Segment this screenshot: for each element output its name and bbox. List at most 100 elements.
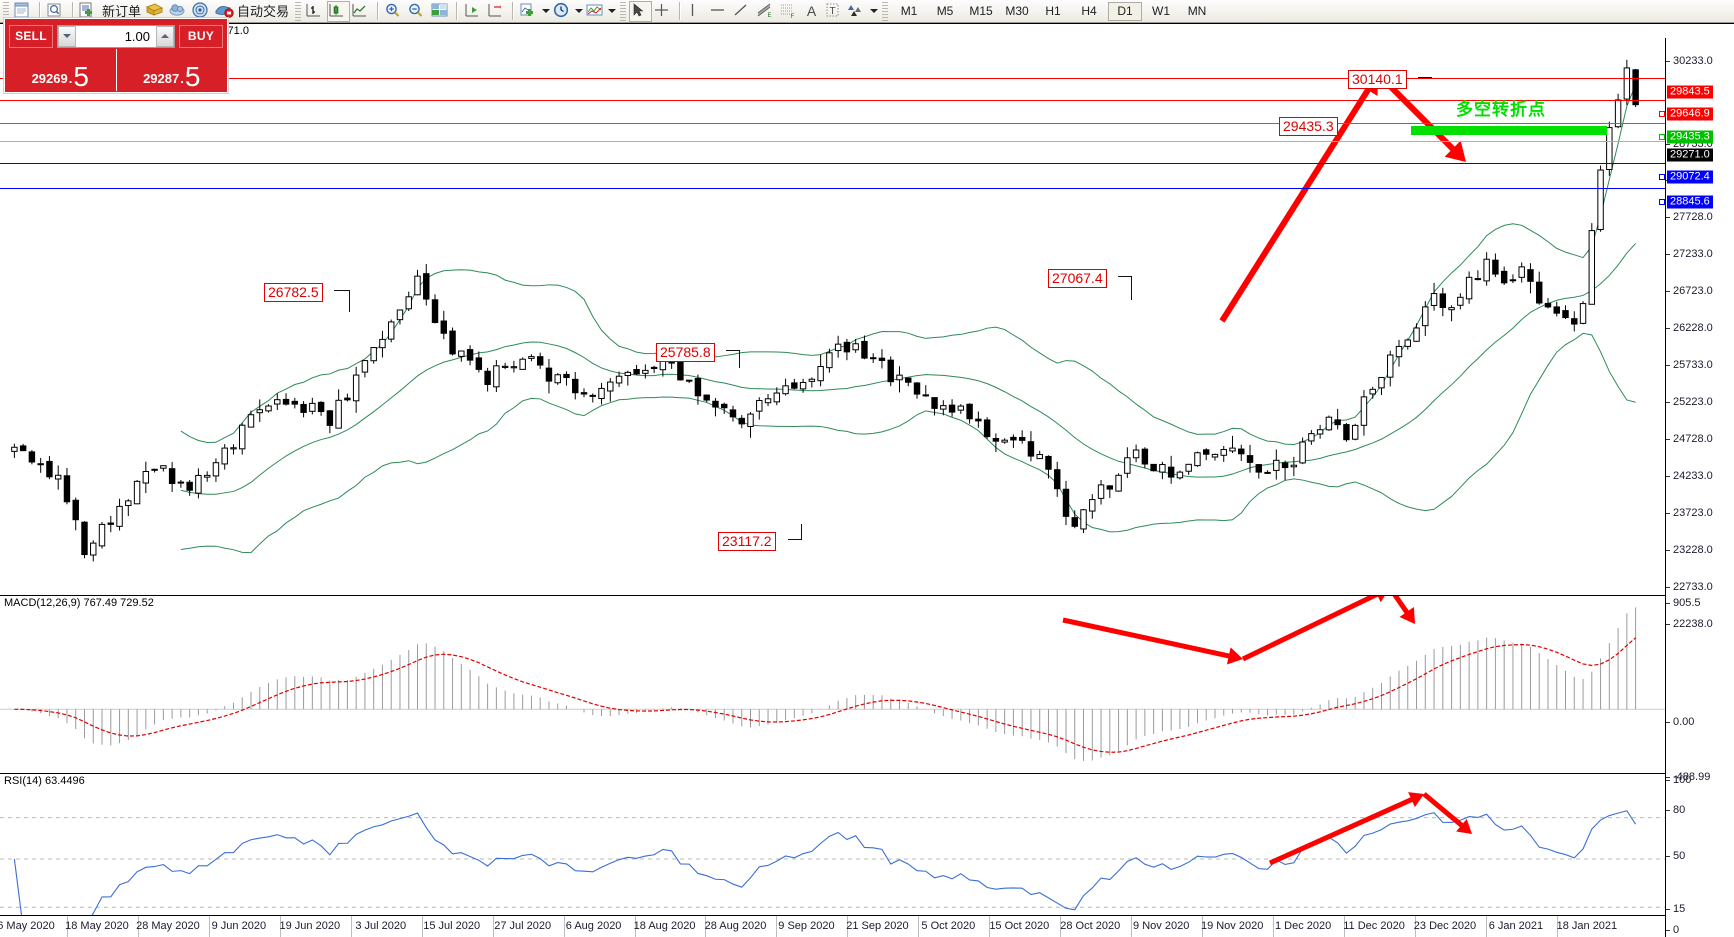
fibonacci-icon[interactable]: F	[777, 1, 800, 22]
one-click-trading-panel[interactable]: SELL 1.00 BUY 29269 . 5 29287 . 5	[4, 18, 228, 93]
candle-body	[1290, 464, 1298, 468]
price-annotation-25785[interactable]: 25785.8	[656, 343, 715, 362]
periods-clock-icon[interactable]	[551, 1, 574, 22]
line-chart-icon[interactable]	[350, 1, 373, 22]
indicators-icon[interactable]	[518, 1, 541, 22]
timeframe-m15[interactable]: M15	[969, 4, 993, 18]
toolbar-grip[interactable]	[295, 1, 302, 21]
price-scale[interactable]: 30233.028733.028223.027728.027233.026723…	[1659, 38, 1734, 937]
macd-divergence-arrow-down-head	[1226, 647, 1243, 665]
autotrading-icon[interactable]	[213, 1, 236, 22]
trendline-icon[interactable]	[731, 1, 754, 22]
level-line-28845[interactable]	[0, 188, 1665, 189]
level-drag-handle[interactable]	[1659, 111, 1665, 117]
price-level-badge[interactable]: 28845.6	[1667, 195, 1713, 209]
green-highlight-bar[interactable]	[1411, 126, 1607, 135]
auto-scroll-icon[interactable]	[485, 1, 508, 22]
level-line-29435[interactable]	[0, 123, 1665, 124]
candle-body	[756, 400, 763, 412]
templates-icon[interactable]	[584, 1, 607, 22]
candle-body	[1439, 293, 1447, 308]
buy-price[interactable]: 29287 . 5	[117, 49, 228, 91]
timeframe-m30[interactable]: M30	[1005, 4, 1029, 18]
autotrading-button[interactable]: 自动交易	[237, 3, 290, 19]
candle-body	[1080, 509, 1087, 530]
periods-dropdown-icon[interactable]	[574, 1, 584, 22]
volume-increment-button[interactable]	[156, 25, 174, 47]
chart-shift-icon[interactable]	[462, 1, 485, 22]
sell-price[interactable]: 29269 . 5	[5, 49, 117, 91]
timeframe-h1[interactable]: H1	[1045, 4, 1061, 18]
macd-pane[interactable]: MACD(12,26,9) 767.49 729.52	[0, 595, 1665, 771]
candlestick-chart-icon[interactable]	[327, 0, 351, 22]
zoom-out-icon[interactable]	[406, 1, 429, 22]
price-level-badge[interactable]: 29646.9	[1667, 107, 1713, 121]
candle-body	[300, 403, 307, 413]
new-window-icon[interactable]	[12, 1, 35, 22]
price-annotation-30140[interactable]: 30140.1	[1348, 70, 1407, 89]
volume-input[interactable]: 1.00	[124, 28, 150, 44]
price-level-badge[interactable]: 29843.5	[1667, 85, 1713, 99]
text-label-icon[interactable]: T	[823, 1, 846, 22]
price-level-badge[interactable]: 29435.3	[1667, 130, 1713, 144]
price-annotation-23117[interactable]: 23117.2	[718, 532, 776, 551]
bar-chart-icon[interactable]	[304, 1, 327, 22]
crosshair-icon[interactable]	[652, 1, 675, 22]
expert-advisor-icon[interactable]	[144, 1, 167, 22]
turning-point-text-annotation[interactable]: 多空转折点	[1456, 100, 1546, 119]
volume-decrement-button[interactable]	[58, 25, 76, 47]
new-order-icon[interactable]	[78, 1, 101, 22]
shapes-dropdown-icon[interactable]	[869, 1, 879, 22]
timeframe-m5[interactable]: M5	[936, 4, 954, 18]
price-pane[interactable]: 26782.5 25785.8 23117.2 27067.4 30140.1 …	[0, 38, 1665, 593]
timeframe-h4[interactable]: H4	[1081, 4, 1097, 18]
candle-body	[344, 397, 351, 401]
candle-body	[1527, 269, 1534, 282]
horizontal-line-icon[interactable]	[708, 1, 731, 22]
annotation-leader	[334, 290, 350, 291]
zoom-in-icon[interactable]	[383, 1, 406, 22]
metaeditor-icon[interactable]	[167, 1, 190, 22]
timeframe-mn[interactable]: MN	[1187, 4, 1207, 18]
sell-button[interactable]: SELL	[9, 24, 53, 48]
level-line-29843[interactable]	[0, 78, 1665, 79]
volume-stepper[interactable]: 1.00	[57, 24, 175, 48]
templates-dropdown-icon[interactable]	[607, 1, 617, 22]
equidistant-channel-icon[interactable]: E	[754, 1, 777, 22]
rsi-pane[interactable]: RSI(14) 63.4496	[0, 773, 1665, 937]
level-line-29072[interactable]	[0, 163, 1665, 164]
timeframe-w1[interactable]: W1	[1152, 4, 1171, 18]
signals-icon[interactable]	[190, 1, 213, 22]
new-order-button[interactable]: 新订单	[102, 3, 142, 19]
vertical-line-icon[interactable]	[685, 1, 708, 22]
level-drag-handle[interactable]	[1659, 199, 1665, 205]
indicators-dropdown-icon[interactable]	[541, 1, 551, 22]
date-separator	[1060, 916, 1062, 937]
price-annotation-26782[interactable]: 26782.5	[264, 283, 323, 302]
level-drag-handle[interactable]	[1659, 134, 1665, 140]
toolbar-grip[interactable]	[882, 1, 889, 21]
timeframe-d1[interactable]: D1	[1108, 1, 1143, 21]
price-tick: 30233.0	[1666, 55, 1713, 67]
shapes-icon[interactable]	[846, 1, 869, 22]
toolbar-grip[interactable]	[3, 1, 9, 21]
buy-button[interactable]: BUY	[179, 24, 223, 48]
timeframe-m1[interactable]: M1	[900, 4, 918, 18]
candle-body	[782, 385, 789, 395]
candle-body	[1001, 439, 1008, 443]
zoom-find-icon[interactable]	[45, 1, 68, 22]
price-level-badge[interactable]: 29271.0	[1667, 148, 1713, 162]
candle-body	[1062, 488, 1070, 517]
text-icon[interactable]: A	[800, 1, 823, 22]
level-line-29646[interactable]	[0, 100, 1665, 101]
level-drag-handle[interactable]	[1659, 174, 1665, 180]
data-window-icon[interactable]	[429, 1, 452, 22]
toolbar-grip[interactable]	[620, 1, 627, 21]
cursor-icon[interactable]	[629, 0, 653, 22]
price-annotation-29435-chart[interactable]: 29435.3	[1279, 117, 1338, 136]
date-tick: 11 Dec 2020	[1343, 920, 1405, 932]
date-tick: 28 May 2020	[136, 920, 200, 932]
candle-body	[309, 402, 316, 412]
price-level-badge[interactable]: 29072.4	[1667, 170, 1713, 184]
price-annotation-27067[interactable]: 27067.4	[1048, 269, 1107, 288]
